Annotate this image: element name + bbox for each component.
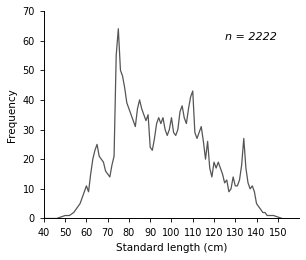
X-axis label: Standard length (cm): Standard length (cm) [116,243,227,253]
Text: n = 2222: n = 2222 [225,32,277,42]
Y-axis label: Frequency: Frequency [7,88,17,142]
